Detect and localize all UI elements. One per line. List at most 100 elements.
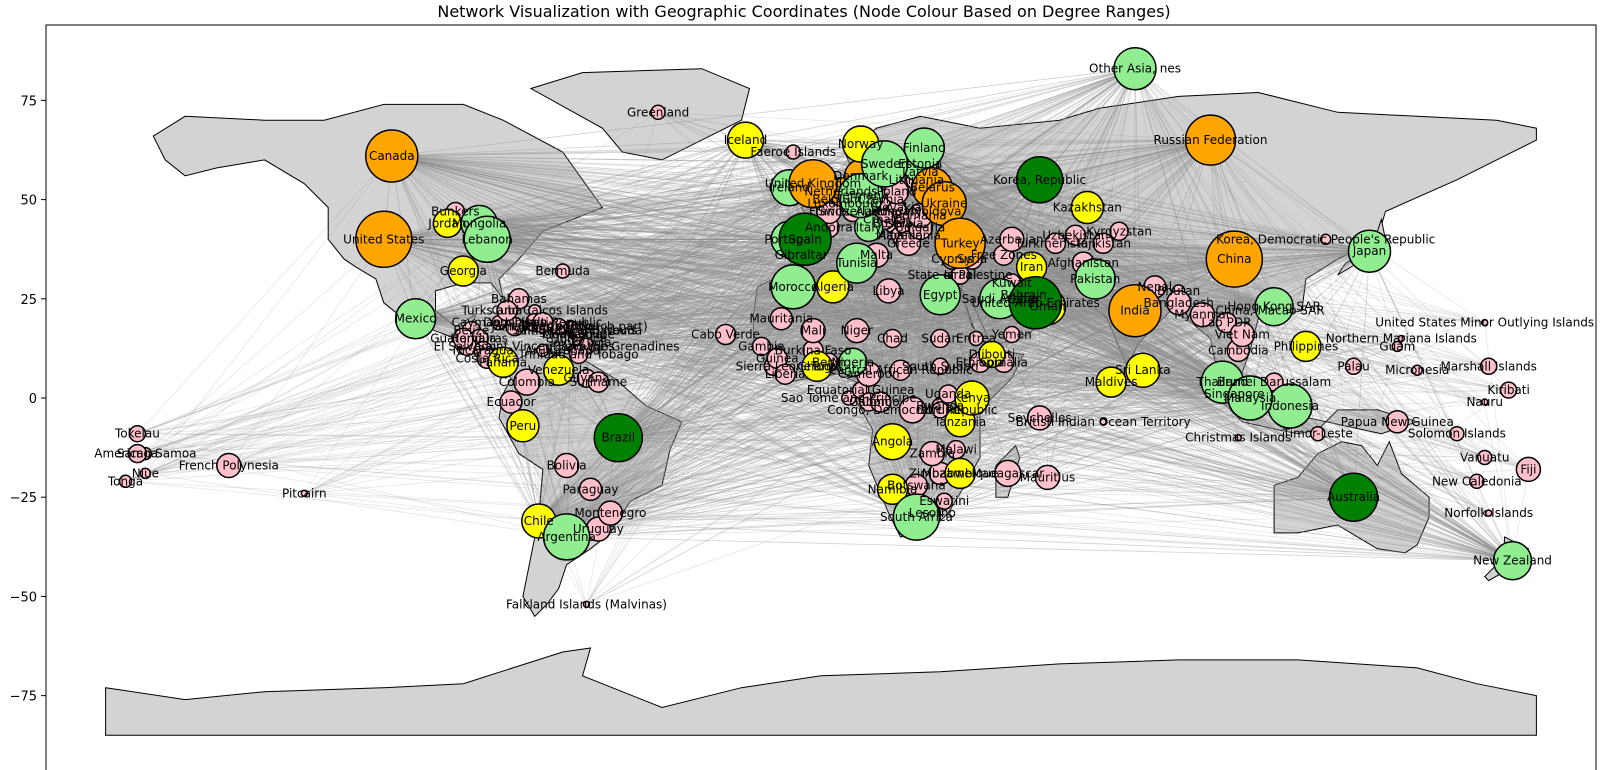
network-edge [479,223,961,244]
network-edge [391,155,1354,498]
node-label: Ireland [768,181,810,195]
network-edge [1233,258,1354,498]
network-edge [538,183,814,522]
network-edge [479,223,961,244]
network-edge [1035,139,1211,304]
network-edge [566,68,1136,538]
network-edge [1035,302,1513,562]
node-label: Kazakhstan [1053,201,1122,215]
node-label: Tonga [107,474,143,488]
network-edge [479,223,941,296]
network-edge [1047,306,1144,371]
network-edge [415,318,1513,562]
network-edge [383,238,1143,371]
node-label: Liberia [765,367,806,381]
network-edge [617,139,746,438]
network-edge [479,223,794,288]
network-edge [618,437,1354,498]
y-tick-label: 25 [20,293,37,308]
network-edge [789,238,1513,562]
network-edge [479,223,1251,399]
network-edge [618,239,806,438]
network-edge [1039,68,1136,181]
node-label: Russian Federation [1154,133,1268,147]
network-edge [1047,258,1235,308]
network-edge [566,369,1144,538]
node-label: Gibraltar [775,248,828,262]
network-edge [1039,179,1354,498]
node-label: Canada [369,149,415,163]
network-edge [856,263,917,518]
network-edge [943,68,1136,204]
network-edge [618,239,806,438]
network-edge [1039,179,1223,383]
network-edge [538,239,806,522]
network-edge [960,242,1370,252]
network-edge [1047,306,1513,562]
node-label: Bermuda [535,264,590,278]
node-label: Marshall Islands [1441,359,1537,373]
network-edge [479,183,814,224]
land-antarctica [105,647,1537,736]
network-edge [1039,68,1136,181]
network-edge [415,238,806,320]
network-edge [1047,306,1223,383]
network-edge [391,139,746,157]
network-edge [959,242,1136,312]
node-label: Bhutan [1157,284,1200,298]
network-edge [618,397,1251,439]
network-edge [916,381,1223,518]
network-edge [1094,139,1211,280]
network-edge [884,163,1513,562]
network-edge [566,397,1251,538]
network-edge [944,203,1275,308]
network-edge [1039,179,1513,562]
network-edge [804,238,1000,300]
network-edge [1039,139,1211,181]
node-label: Pakistan [1070,272,1120,286]
node-label: American Samoa [94,447,196,461]
node-label: Ecuador [486,395,535,409]
node-label: Chad [877,332,908,346]
network-edge [892,310,1136,443]
network-edge [383,239,540,522]
network-edge [487,238,1143,371]
network-edge [932,68,1136,189]
network-edge [916,516,1513,562]
node-label: Algeria [812,280,854,294]
network-edge [959,242,1136,312]
network-edge [479,68,1136,224]
network-edge [566,306,1048,538]
network-edge [479,223,790,240]
network-edge [924,139,1211,149]
network-edge [383,239,567,538]
network-edge [487,183,814,240]
network-edge [916,516,1513,562]
network-edge [566,405,1291,538]
node-label: Korea, Democratic People's Republic [1216,232,1435,246]
network-edge [486,239,619,438]
network-edge [1039,179,1370,252]
node-label: Mexico [395,312,437,326]
network-edge [1222,250,1370,383]
network-edge [1035,258,1235,304]
network-edge [415,183,814,320]
node-label: Latvia [902,165,939,179]
network-edge [383,238,1223,383]
network-edge [479,223,806,240]
network-edge [944,203,1370,252]
y-tick-label: −50 [10,590,37,605]
network-edge [1047,306,1354,498]
network-edge [812,183,1513,562]
node-label: Other Asia, nes [1089,62,1181,76]
network-edge [943,203,1251,399]
network-edge [486,238,917,518]
network-edge [566,286,794,538]
network-edge [1210,139,1513,561]
network-edge [479,223,1354,498]
network-edge [479,223,794,288]
network-edge [1039,179,1235,260]
network-edge [486,238,917,518]
node-label: Fiji [1520,462,1536,476]
network-edge [1289,251,1370,407]
